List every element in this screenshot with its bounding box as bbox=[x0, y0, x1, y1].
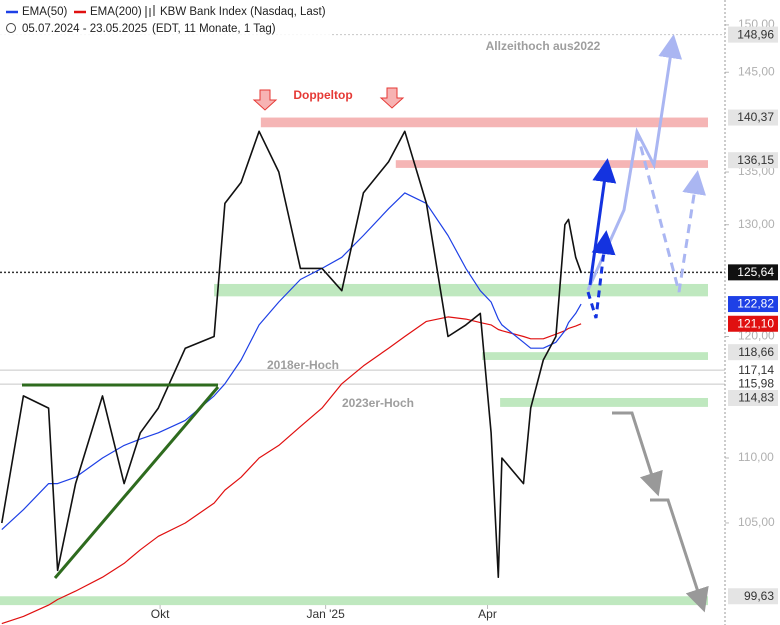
price-label: 118,66 bbox=[738, 345, 774, 359]
price-label: 140,37 bbox=[737, 110, 774, 124]
annotation: 2023er-Hoch bbox=[342, 396, 414, 410]
y-tick-label: 145,00 bbox=[738, 64, 775, 78]
price-badge bbox=[728, 264, 778, 281]
legend-entry: EMA(50) bbox=[22, 6, 68, 18]
price-badge bbox=[728, 315, 778, 332]
scenario-arrow bbox=[612, 411, 663, 497]
price-badge bbox=[728, 26, 778, 43]
price-label: 136,15 bbox=[737, 153, 774, 167]
price-badge bbox=[728, 152, 778, 169]
price-label: 117,14 bbox=[738, 363, 774, 377]
price-label: 122,82 bbox=[737, 297, 774, 311]
down-arrow bbox=[379, 87, 405, 109]
scenario-arrow bbox=[650, 498, 709, 613]
x-tick-label: Okt bbox=[151, 607, 170, 621]
legend-entry: EMA(200) bbox=[90, 6, 142, 18]
level-zone bbox=[214, 283, 708, 297]
y-tick-label: 105,00 bbox=[738, 515, 775, 529]
price-badge bbox=[728, 109, 778, 126]
price-badge bbox=[728, 588, 778, 605]
background-layer: 105,00110,00120,00130,00135,00145,00150,… bbox=[0, 17, 775, 621]
price-badge bbox=[728, 344, 778, 361]
triangle-line bbox=[53, 386, 220, 579]
scenario-arrow bbox=[586, 34, 683, 291]
y-tick-label: 130,00 bbox=[738, 217, 775, 231]
price-badge bbox=[728, 296, 778, 313]
ema-line bbox=[1, 316, 582, 625]
legend-entry: KBW Bank Index (Nasdaq, Last) bbox=[160, 6, 326, 18]
price-badge bbox=[728, 376, 778, 393]
y-tick-label: 120,00 bbox=[738, 329, 775, 343]
price-label-layer: 148,96 140,37 136,15 125,64 122,82 121,10 118,… bbox=[728, 26, 778, 605]
candle-icon bbox=[145, 5, 155, 18]
price-badge bbox=[728, 362, 778, 379]
level-zone bbox=[260, 117, 708, 128]
annotation: Allzeithoch aus2022 bbox=[486, 39, 601, 53]
price-label: 114,83 bbox=[738, 391, 774, 405]
clock-icon bbox=[6, 23, 16, 33]
price-label: 148,96 bbox=[737, 27, 774, 41]
price-label: 125,64 bbox=[737, 265, 774, 279]
price-badge bbox=[728, 389, 778, 406]
price-line bbox=[1, 130, 582, 578]
scenario-arrow bbox=[586, 230, 616, 319]
ema-line bbox=[1, 192, 582, 531]
annotation: Doppeltop bbox=[293, 88, 352, 102]
y-tick-label: 110,00 bbox=[738, 450, 774, 464]
level-zone bbox=[395, 160, 708, 168]
subtitle: 05.07.2024 - 23.05.2025 bbox=[22, 23, 147, 35]
x-tick-label: Apr bbox=[478, 607, 497, 621]
level-zone bbox=[500, 397, 708, 407]
x-tick-label: Jan '25 bbox=[306, 607, 345, 621]
scenario-arrow bbox=[635, 131, 707, 293]
price-label: 121,10 bbox=[737, 316, 774, 330]
price-label: 115,98 bbox=[738, 377, 774, 391]
down-arrow bbox=[252, 89, 278, 111]
legend-background bbox=[0, 0, 330, 36]
level-zone bbox=[0, 596, 708, 606]
annotation: 2018er-Hoch bbox=[267, 358, 339, 372]
plot-layer bbox=[1, 130, 582, 625]
level-zone bbox=[482, 352, 708, 360]
price-label: 99,63 bbox=[744, 589, 774, 603]
subtitle: (EDT, 11 Monate, 1 Tag) bbox=[152, 23, 276, 35]
scenario-arrow bbox=[588, 158, 617, 286]
